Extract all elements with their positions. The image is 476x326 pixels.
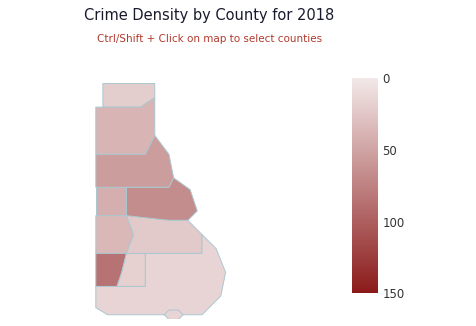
Polygon shape <box>103 83 155 107</box>
Polygon shape <box>96 98 155 154</box>
Polygon shape <box>96 253 127 287</box>
Text: Ctrl/Shift + Click on map to select counties: Ctrl/Shift + Click on map to select coun… <box>97 34 322 44</box>
Polygon shape <box>96 234 226 315</box>
Polygon shape <box>96 187 127 216</box>
Polygon shape <box>117 253 145 287</box>
Polygon shape <box>127 216 202 253</box>
Text: Crime Density by County for 2018: Crime Density by County for 2018 <box>84 8 335 23</box>
Polygon shape <box>96 216 134 253</box>
Polygon shape <box>164 310 183 319</box>
Polygon shape <box>96 135 174 187</box>
Polygon shape <box>127 178 197 220</box>
